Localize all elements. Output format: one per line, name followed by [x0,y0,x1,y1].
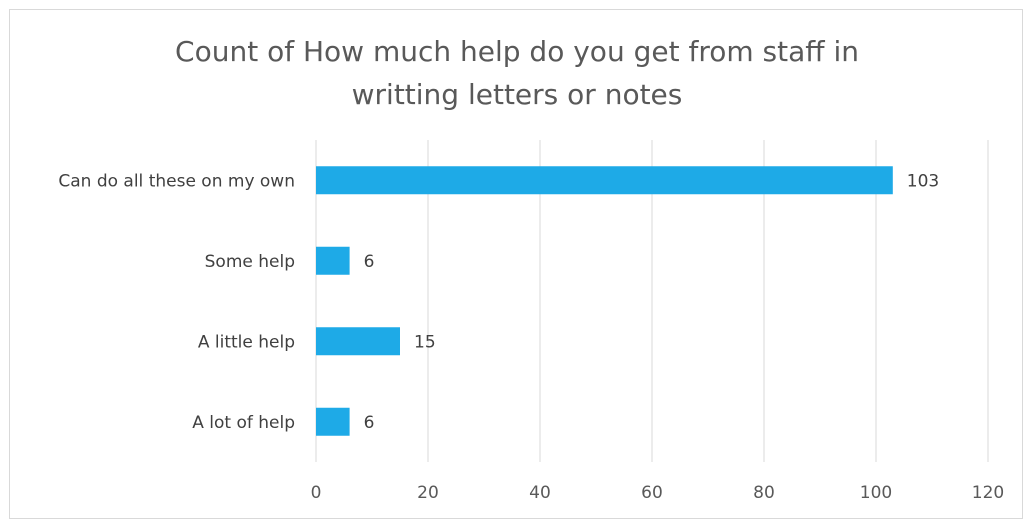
chart-frame [9,9,1023,519]
data-label: 15 [414,332,436,352]
x-tick-label: 80 [753,483,775,503]
data-label: 103 [907,171,939,191]
data-label: 6 [364,413,375,433]
bar [316,166,893,195]
bar [316,407,350,436]
category-label: Can do all these on my own [58,171,295,191]
x-tick-label: 120 [972,483,1004,503]
category-label: A lot of help [192,413,295,433]
bar [316,246,350,275]
chart-title: Count of How much help do you get from s… [175,35,859,111]
bar [316,327,400,356]
category-label: A little help [198,332,295,352]
data-label: 6 [364,252,375,272]
x-tick-label: 60 [641,483,663,503]
category-label: Some help [205,252,295,272]
x-tick-label: 100 [860,483,892,503]
x-tick-label: 0 [311,483,322,503]
x-tick-label: 40 [529,483,551,503]
x-tick-label: 20 [417,483,439,503]
